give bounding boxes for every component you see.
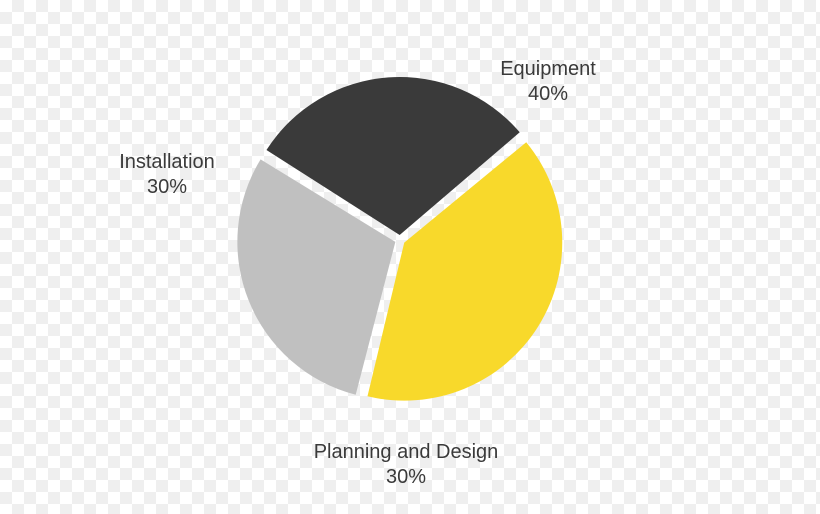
slice-label-installation: Installation 30% xyxy=(119,150,215,200)
slice-value: 30% xyxy=(119,175,215,200)
slice-value: 30% xyxy=(314,465,499,490)
slice-value: 40% xyxy=(500,82,596,107)
slice-name: Installation xyxy=(119,150,215,175)
slice-name: Planning and Design xyxy=(314,440,499,465)
slice-label-planning-design: Planning and Design 30% xyxy=(314,440,499,490)
chart-canvas: Equipment 40% Planning and Design 30% In… xyxy=(0,0,820,514)
slice-label-equipment: Equipment 40% xyxy=(500,57,596,107)
slice-name: Equipment xyxy=(500,57,596,82)
pie-chart xyxy=(0,0,820,514)
